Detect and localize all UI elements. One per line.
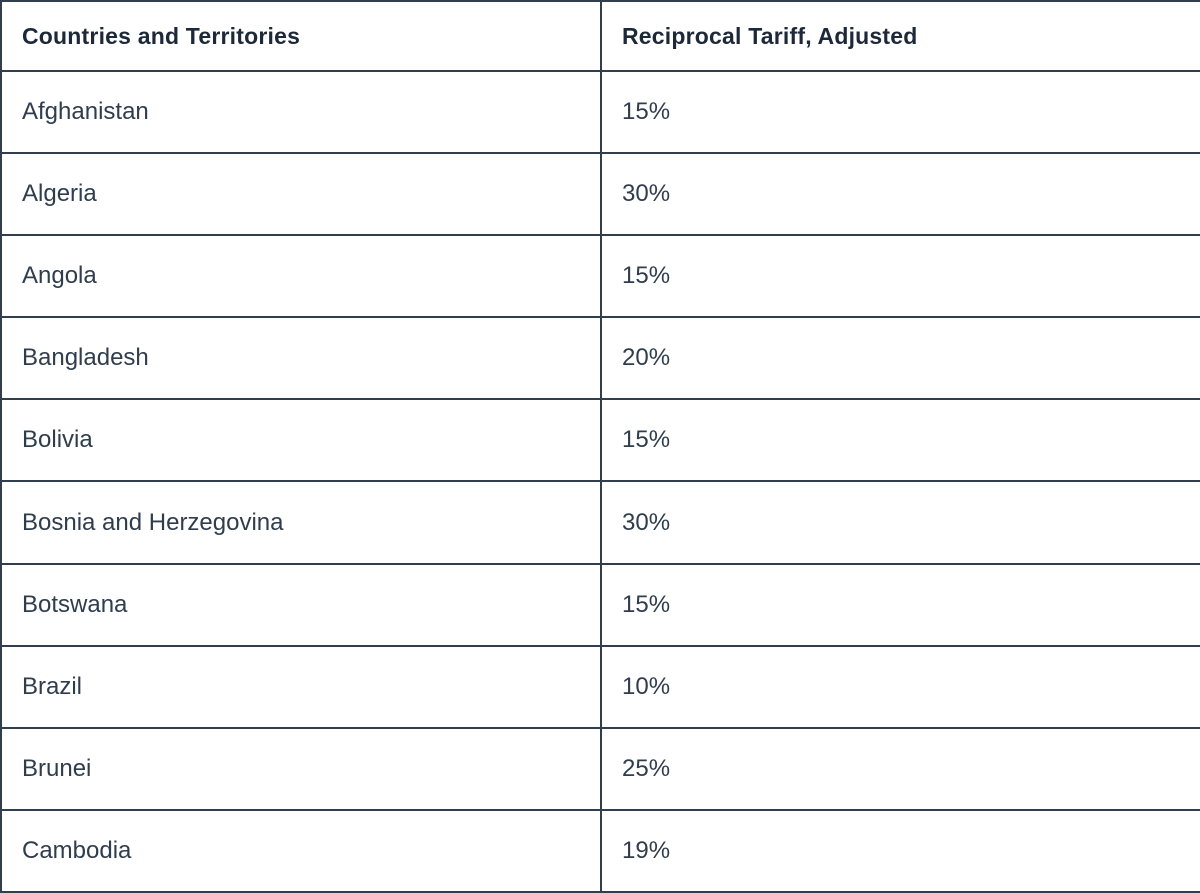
country-cell: Bolivia: [0, 398, 602, 483]
tariff-cell: 15%: [600, 69, 1200, 155]
country-cell: Bangladesh: [0, 316, 602, 401]
table-row: Botswana 15%: [0, 562, 1200, 647]
tariff-cell: 30%: [600, 480, 1200, 565]
country-cell: Brazil: [0, 644, 602, 729]
table-row: Brunei 25%: [0, 726, 1200, 811]
table-row: Cambodia 19%: [0, 808, 1200, 893]
table-row: Bosnia and Herzegovina 30%: [0, 480, 1200, 565]
country-cell: Algeria: [0, 152, 602, 237]
table-row: Bolivia 15%: [0, 398, 1200, 483]
table-row: Algeria 30%: [0, 152, 1200, 237]
tariff-cell: 20%: [600, 316, 1200, 401]
table-row: Angola 15%: [0, 234, 1200, 319]
header-reciprocal-tariff: Reciprocal Tariff, Adjusted: [600, 0, 1200, 72]
table-row: Afghanistan 15%: [0, 69, 1200, 155]
country-cell: Afghanistan: [0, 69, 602, 155]
country-cell: Botswana: [0, 562, 602, 647]
tariff-cell: 15%: [600, 234, 1200, 319]
header-countries-and-territories: Countries and Territories: [0, 0, 602, 72]
tariff-cell: 19%: [600, 808, 1200, 893]
country-cell: Bosnia and Herzegovina: [0, 480, 602, 565]
tariff-cell: 15%: [600, 398, 1200, 483]
table-row: Bangladesh 20%: [0, 316, 1200, 401]
tariff-cell: 25%: [600, 726, 1200, 811]
country-cell: Angola: [0, 234, 602, 319]
tariff-cell: 30%: [600, 152, 1200, 237]
country-cell: Brunei: [0, 726, 602, 811]
table-row: Brazil 10%: [0, 644, 1200, 729]
country-cell: Cambodia: [0, 808, 602, 893]
table-header-row: Countries and Territories Reciprocal Tar…: [0, 0, 1200, 72]
tariff-cell: 15%: [600, 562, 1200, 647]
tariff-cell: 10%: [600, 644, 1200, 729]
